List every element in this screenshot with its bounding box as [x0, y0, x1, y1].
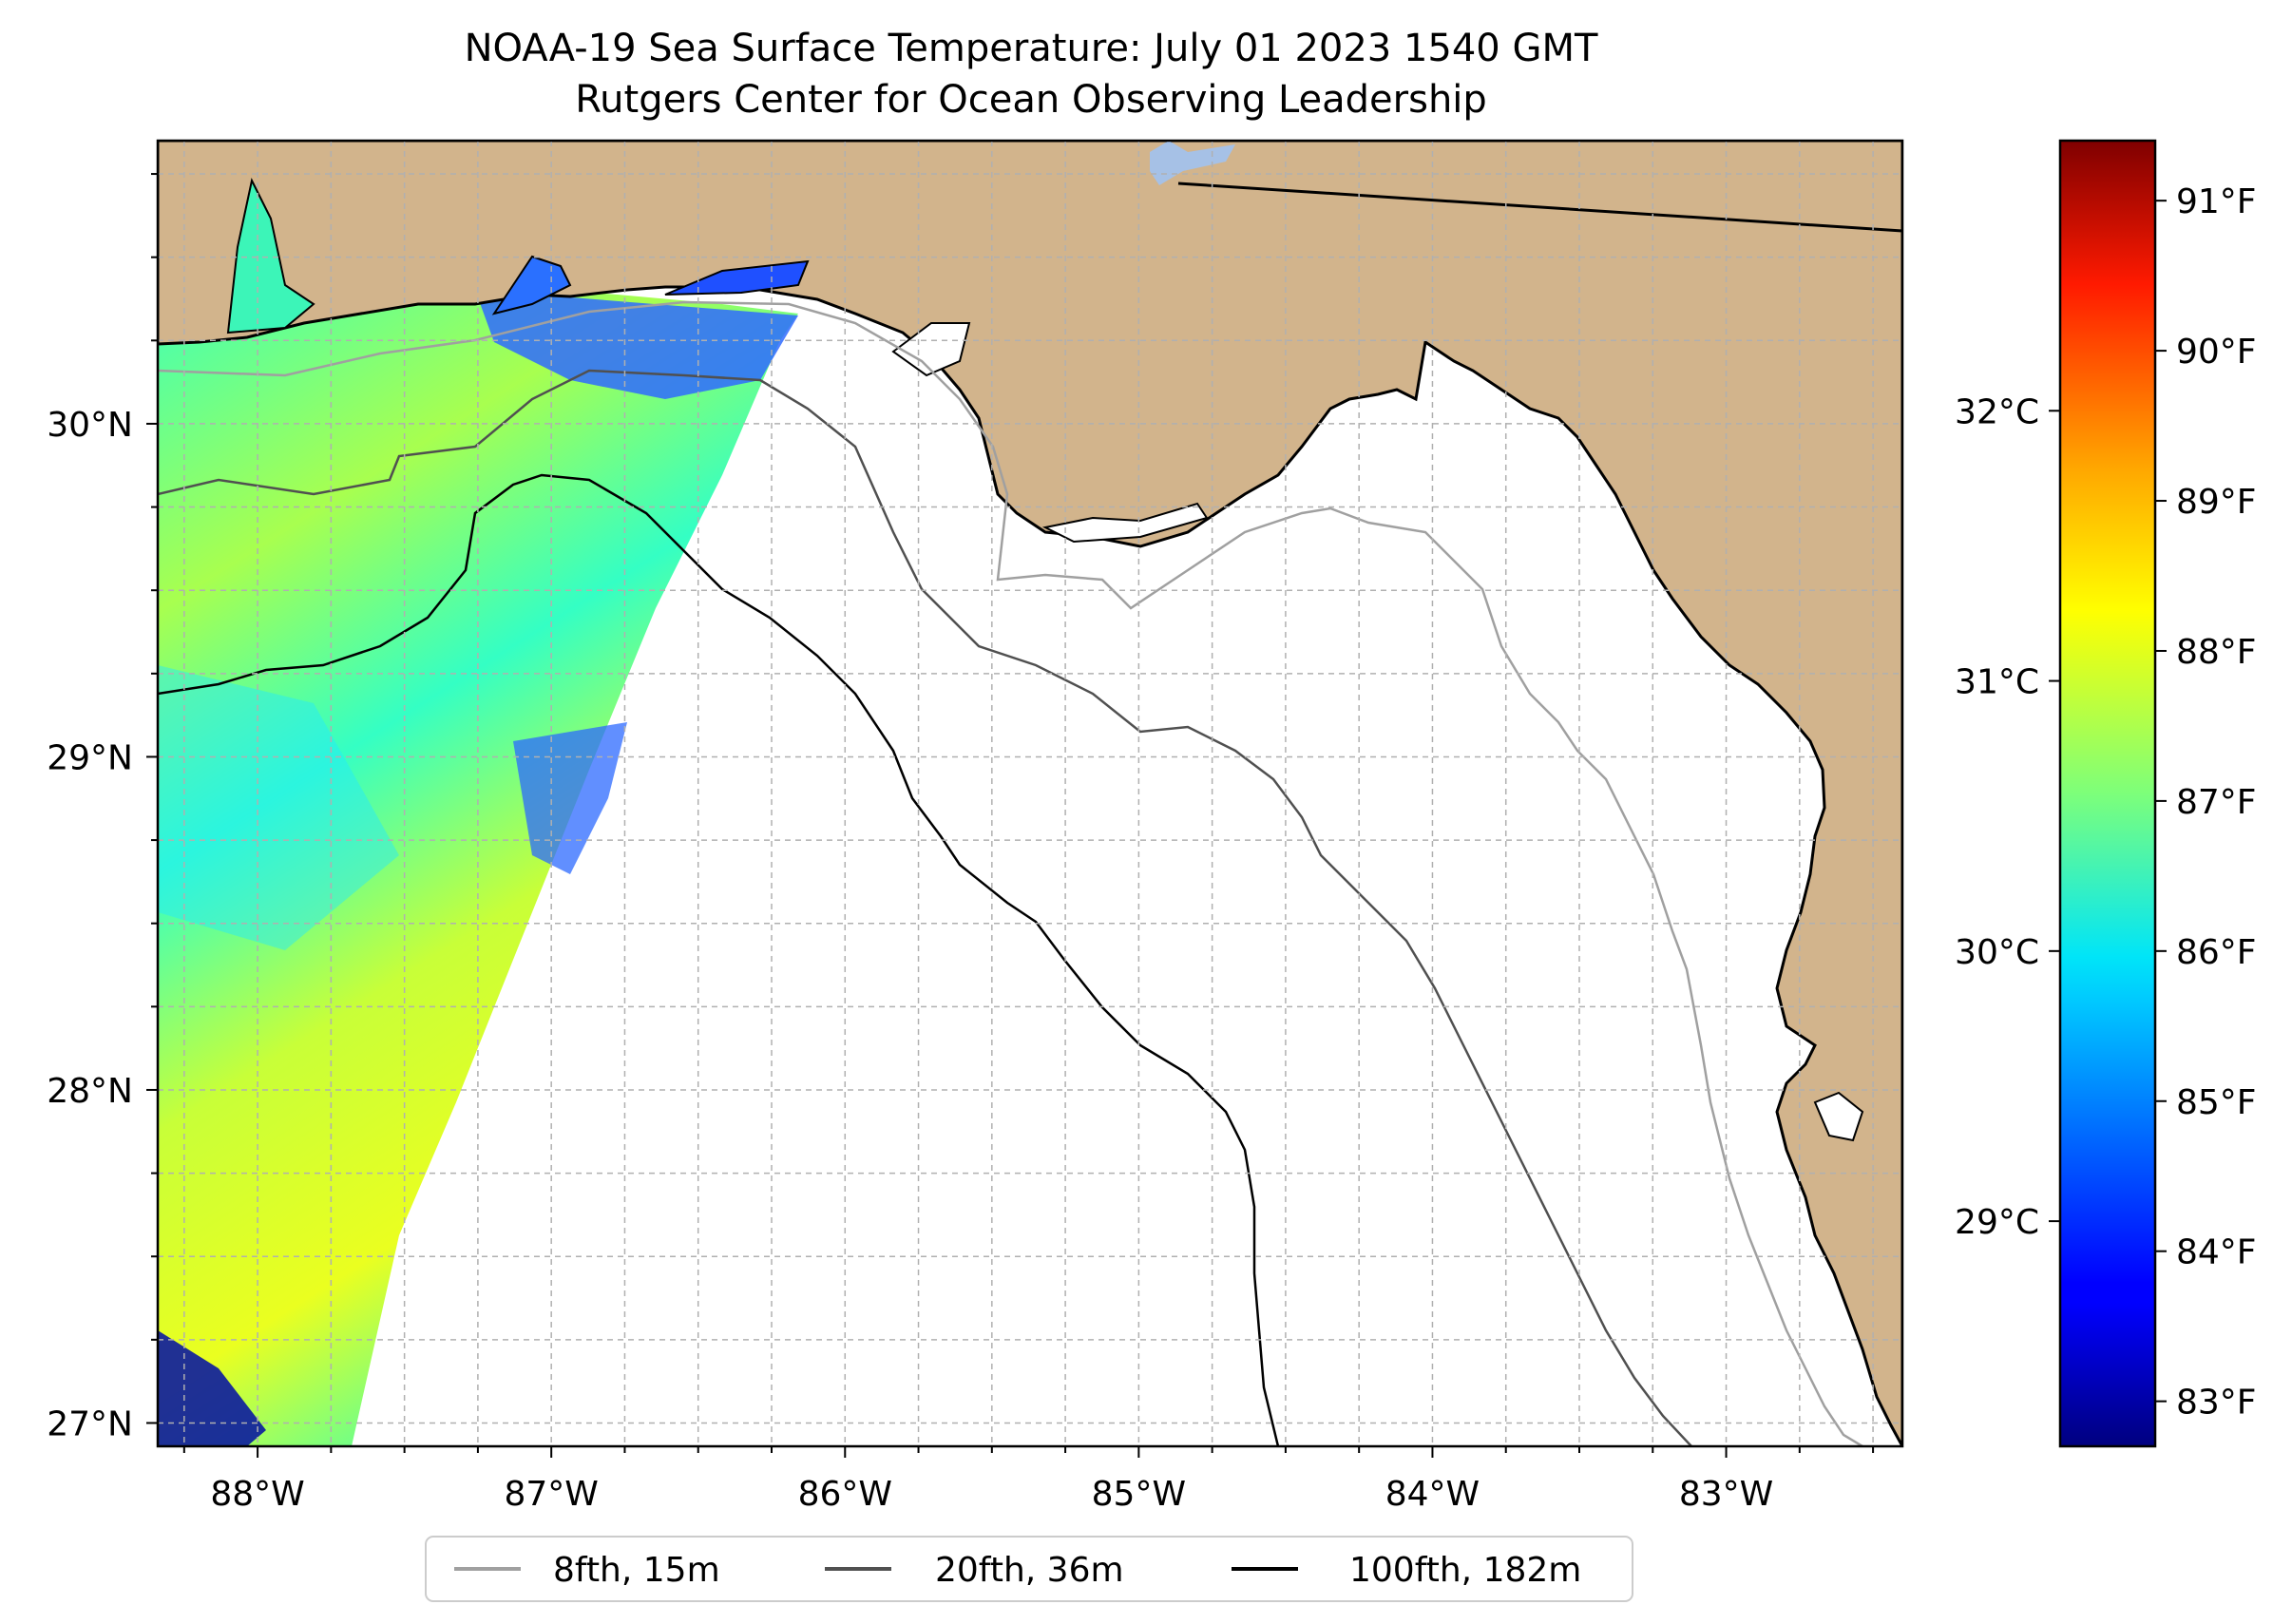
x-tick-label: 88°W: [210, 1475, 304, 1514]
y-axis: 27°N 28°N 29°N 30°N: [47, 173, 158, 1443]
isobath-8fth: [158, 300, 1863, 1446]
sst-cool-patch-north: [475, 290, 798, 399]
isobath-20fth: [158, 369, 1692, 1446]
map-panel: [158, 141, 1902, 1446]
map-frame: [156, 139, 1904, 1448]
legend-box: [425, 1536, 1633, 1602]
st-andrew-bay: [891, 322, 971, 377]
colorbar-c-label: 30°C: [1955, 933, 2039, 972]
y-tick-label: 30°N: [47, 406, 133, 445]
lat-gridlines: [158, 173, 1902, 1424]
x-tick-label: 83°W: [1679, 1475, 1773, 1514]
tampa-bay: [1813, 1091, 1864, 1142]
colorbar-f-label: 84°F: [2176, 1233, 2257, 1272]
colorbar-f-label: 91°F: [2176, 182, 2257, 221]
y-tick-label: 29°N: [47, 738, 133, 777]
legend-label-8fth: 8fth, 15m: [553, 1551, 720, 1590]
colorbar-f-label: 85°F: [2176, 1083, 2257, 1122]
chart-title-line2: Rutgers Center for Ocean Observing Leade…: [575, 78, 1487, 122]
chart-title-line1: NOAA-19 Sea Surface Temperature: July 01…: [465, 27, 1598, 70]
mobile-bay: [226, 178, 315, 334]
colorbar-celsius-axis: 32°C 31°C 30°C 29°C: [1955, 392, 2060, 1242]
y-tick-label: 28°N: [47, 1072, 133, 1111]
apalachicola-bay: [1041, 502, 1209, 544]
colorbar-f-label: 86°F: [2176, 933, 2257, 972]
colorbar-gradient: [2058, 139, 2157, 1448]
colorbar-f-label: 90°F: [2176, 333, 2257, 372]
isobath-legend: 8fth, 15m 20fth, 36m 100fth, 182m: [425, 1536, 1633, 1602]
x-tick-label: 86°W: [798, 1475, 892, 1514]
colorbar-c-label: 32°C: [1955, 392, 2039, 431]
isobath-100fth: [158, 473, 1280, 1446]
x-axis: 88°W 87°W 86°W 85°W 84°W 83°W: [182, 1446, 1875, 1514]
x-tick-label: 85°W: [1092, 1475, 1186, 1514]
colorbar-c-label: 29°C: [1955, 1203, 2039, 1242]
sst-cyan-band: [158, 665, 399, 950]
lon-gridlines: [183, 141, 1874, 1446]
lake: [1150, 141, 1235, 185]
x-tick-label: 87°W: [504, 1475, 598, 1514]
colorbar-f-label: 89°F: [2176, 483, 2257, 522]
legend-label-20fth: 20fth, 36m: [935, 1551, 1124, 1590]
colorbar-fahrenheit-axis: 91°F 90°F 89°F 88°F 87°F 86°F 85°F 84°F 83°F: [2155, 182, 2257, 1423]
colorbar-f-label: 88°F: [2176, 633, 2257, 672]
legend-label-100fth: 100fth, 182m: [1349, 1551, 1581, 1590]
colorbar: 32°C 31°C 30°C 29°C 91°F 90°F 89°F 88°F 87°F 86°…: [1955, 139, 2257, 1448]
y-tick-label: 27°N: [47, 1404, 133, 1443]
colorbar-f-label: 87°F: [2176, 783, 2257, 822]
colorbar-c-label: 31°C: [1955, 663, 2039, 702]
sst-cool-patch-mid: [513, 722, 627, 874]
state-border: [1177, 182, 1902, 233]
x-tick-label: 84°W: [1385, 1475, 1480, 1514]
colorbar-f-label: 83°F: [2176, 1384, 2257, 1423]
